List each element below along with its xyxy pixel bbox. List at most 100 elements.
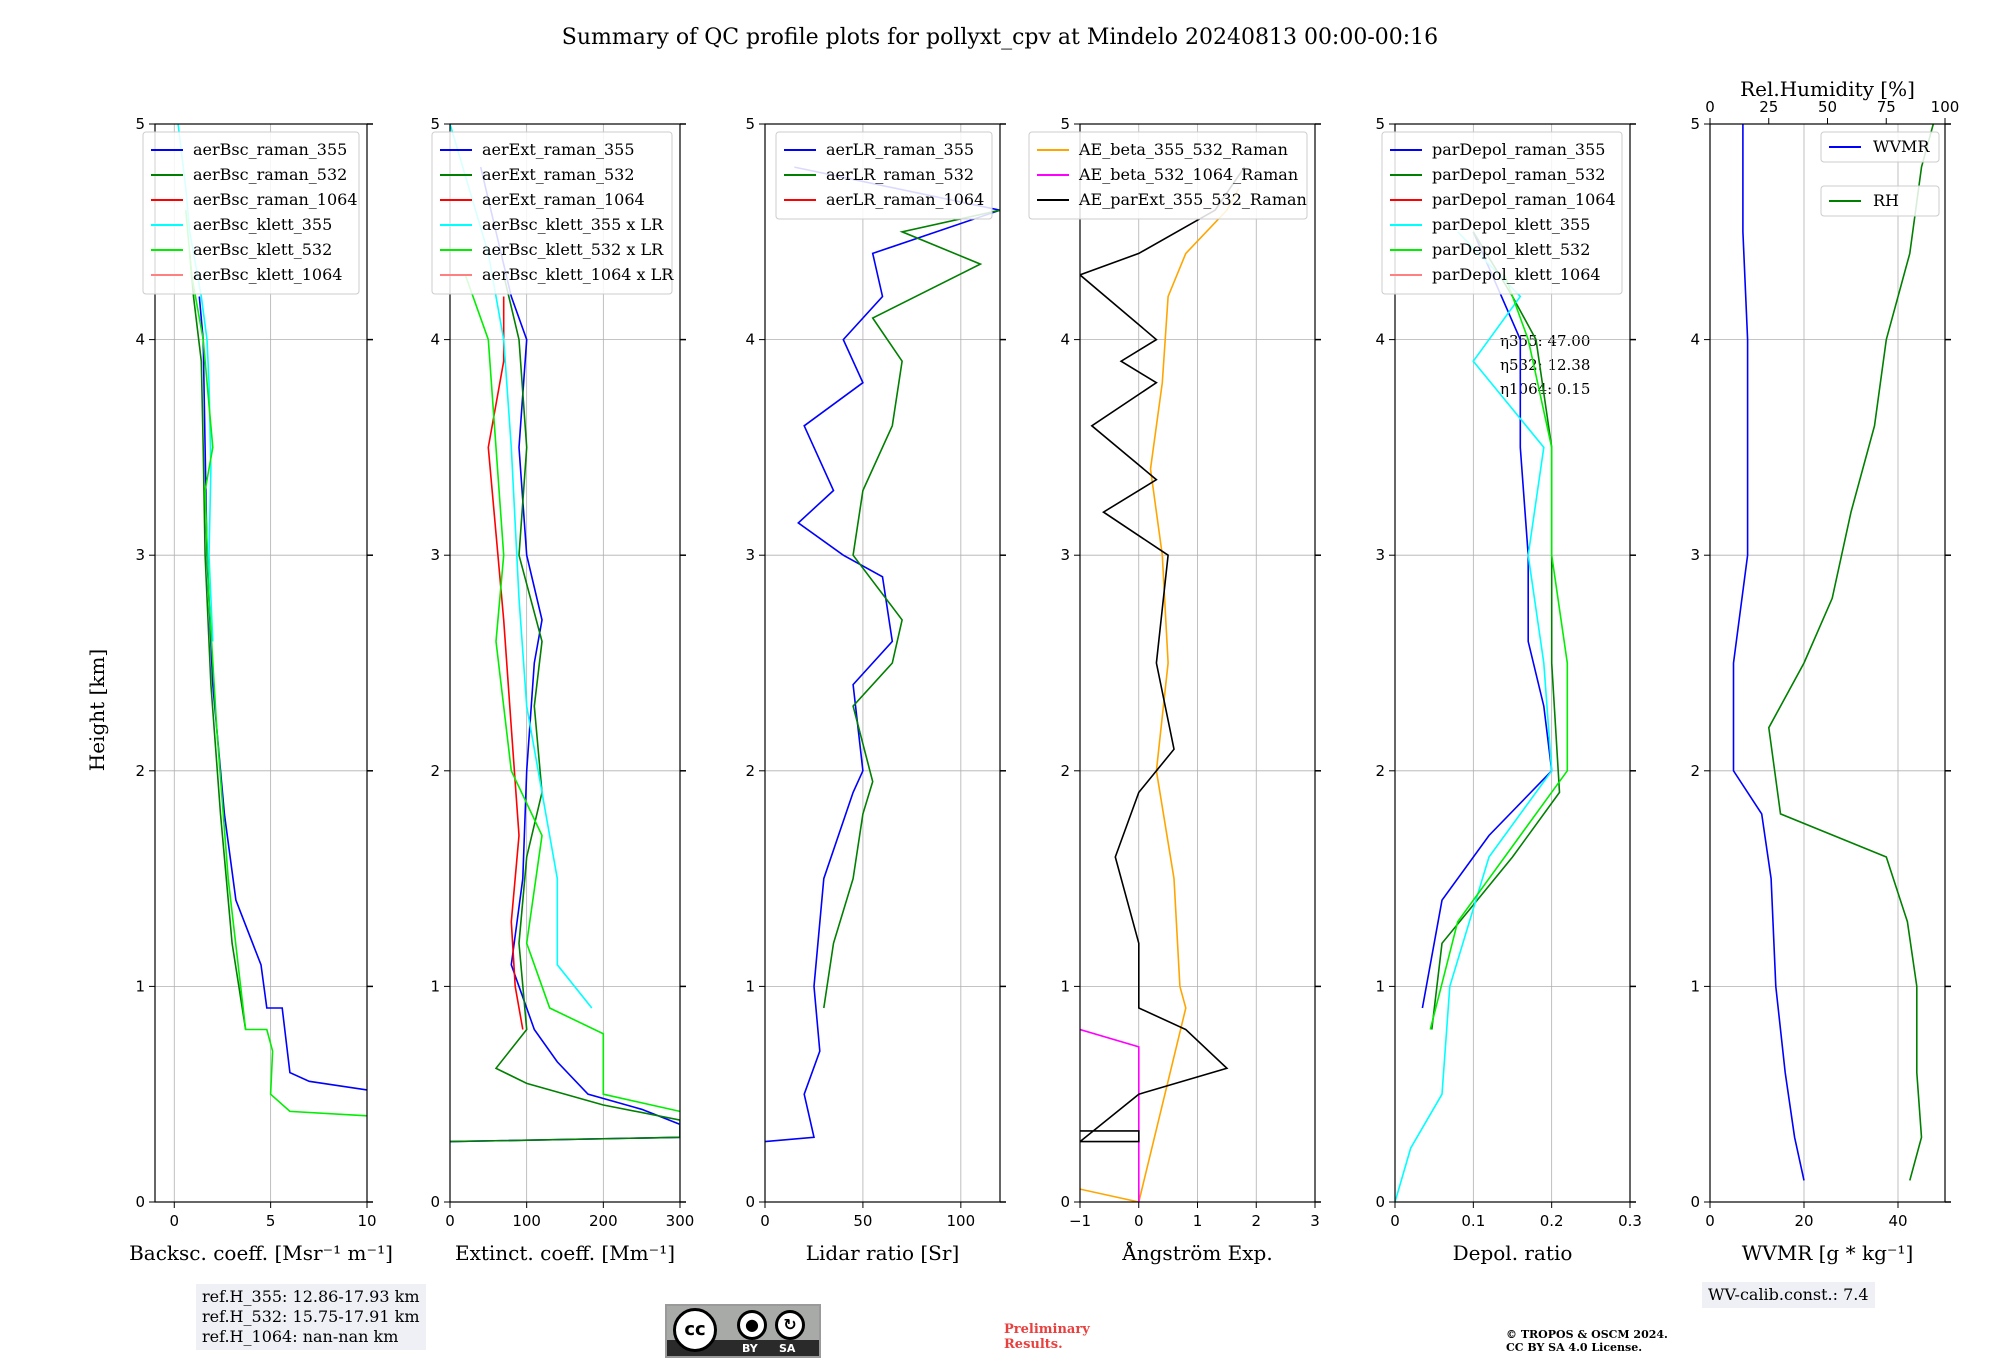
series-line-aerBsc_raman_532: [188, 253, 247, 1030]
y-tick-label: 1: [1690, 977, 1700, 995]
legend-label: WVMR: [1873, 137, 1930, 156]
y-tick-label: 2: [1375, 762, 1385, 780]
chart-panel-1: 0 5 10 0 1 2 3 4 5 Backsc. coeff. [Msr⁻¹ m⁻¹] aerB…: [129, 115, 393, 1265]
y-tick-label: 4: [430, 331, 440, 349]
legend-box: [142, 131, 360, 295]
cc-icon: cc: [673, 1308, 717, 1352]
series-line-aerLR_raman_532: [823, 209, 1000, 1009]
y-tick-label: 3: [745, 546, 755, 564]
y-tick-label: 2: [430, 762, 440, 780]
legend-box: [1381, 131, 1623, 295]
series-line-aerBsc_klett_532 x LR: [464, 274, 680, 1113]
axes-frame: [154, 123, 368, 1203]
x-tick-label: 0: [760, 1212, 770, 1230]
axes-frame: [764, 123, 1001, 1203]
legend-label: AE_beta_532_1064_Raman: [1078, 165, 1298, 184]
y-tick-label: 3: [1060, 546, 1070, 564]
series-group: [1395, 231, 1569, 1202]
legend-label: RH: [1873, 191, 1899, 210]
series-group: [450, 124, 680, 1143]
y-tick-label: 0: [1060, 1193, 1070, 1211]
x-tick-label: 0: [1705, 1212, 1715, 1230]
ref-height-532: ref.H_532: 15.75-17.91 km: [202, 1307, 420, 1326]
eta-532: η532: 12.38: [1500, 356, 1590, 374]
series-line-parDepol_klett_532: [1429, 274, 1569, 1030]
copyright-line-2: CC BY SA 4.0 License.: [1506, 1341, 1643, 1354]
x-tick-label: 0.1: [1461, 1212, 1485, 1230]
x-axis-label: Backsc. coeff. [Msr⁻¹ m⁻¹]: [129, 1241, 393, 1265]
legend-label: parDepol_raman_355: [1432, 140, 1605, 159]
series-line-parDepol_raman_355: [1421, 231, 1553, 1009]
legend-label: aerBsc_klett_355 x LR: [482, 215, 664, 234]
x-axis-label: Ångström Exp.: [1121, 1240, 1272, 1265]
y-tick-label: 2: [1060, 762, 1070, 780]
eta-355: η355: 47.00: [1500, 332, 1590, 350]
x2-tick-label: 0: [1705, 98, 1715, 116]
legend-label: parDepol_raman_1064: [1432, 190, 1616, 209]
legend-label: aerExt_raman_355: [482, 140, 635, 159]
y-tick-label: 0: [135, 1193, 145, 1211]
series-line-aerBsc_klett_355 x LR: [450, 124, 593, 1009]
by-icon: ●: [737, 1310, 767, 1340]
ref-height-1064: ref.H_1064: nan-nan km: [202, 1327, 399, 1346]
series-line-aerBsc_raman_355: [198, 296, 367, 1091]
y-tick-label: 4: [135, 331, 145, 349]
x-tick-label: 5: [266, 1212, 276, 1230]
x-tick-label: 3: [1310, 1212, 1320, 1230]
legend-label: aerBsc_klett_532: [193, 240, 332, 259]
cc-by-label: BY: [742, 1342, 758, 1355]
sa-icon: ↻: [775, 1310, 805, 1340]
cc-sa-label: SA: [779, 1342, 796, 1355]
y-tick-label: 1: [135, 977, 145, 995]
x-tick-label: 10: [357, 1212, 376, 1230]
legend-box: [1820, 131, 1940, 163]
x-axis-label: Lidar ratio [Sr]: [806, 1241, 960, 1265]
legend-label: parDepol_klett_532: [1432, 240, 1590, 259]
y-tick-label: 3: [135, 546, 145, 564]
legend-label: aerLR_raman_355: [826, 140, 974, 159]
x2-tick-label: 75: [1877, 98, 1896, 116]
y-tick-label: 5: [1375, 115, 1385, 133]
legend-box: [431, 131, 673, 295]
y-tick-label: 0: [1375, 1193, 1385, 1211]
chart-panel-5: 0 0.1 0.2 0.3 0 1 2 3 4 5 Depol. ratio parDepol_ram…: [1375, 115, 1641, 1265]
series-line-aerExt_raman_532: [450, 274, 680, 1143]
legend-label: parDepol_raman_532: [1432, 165, 1605, 184]
axes-frame: [1394, 123, 1631, 1203]
copyright-line-1: © TROPOS & OSCM 2024.: [1506, 1328, 1668, 1341]
legend-label: aerLR_raman_1064: [826, 190, 984, 209]
legend-label: aerBsc_raman_355: [193, 140, 347, 159]
legend-label: AE_parExt_355_532_Raman: [1078, 190, 1307, 209]
x2-axis-label: Rel.Humidity [%]: [1740, 77, 1915, 101]
legend-box: [1028, 131, 1308, 220]
y-tick-label: 4: [1690, 331, 1700, 349]
legend-label: aerLR_raman_532: [826, 165, 974, 184]
series-line-aerExt_raman_355: [450, 166, 680, 1143]
y-tick-label: 3: [1690, 546, 1700, 564]
x2-tick-label: 50: [1818, 98, 1837, 116]
series-line-aerExt_raman_1064: [487, 296, 524, 1030]
series-line-parDepol_raman_532: [1431, 231, 1561, 1030]
y-tick-label: 1: [745, 977, 755, 995]
series-line-RH: [1767, 124, 1935, 1181]
legend-box: [775, 131, 993, 220]
series-group: [1732, 124, 1935, 1181]
legend-label: aerExt_raman_1064: [482, 190, 645, 209]
legend-label: aerBsc_raman_532: [193, 165, 347, 184]
x-axis-label: Extinct. coeff. [Mm⁻¹]: [455, 1241, 675, 1265]
series-line-aerBsc_klett_532: [185, 210, 367, 1117]
x2-tick-label: 25: [1759, 98, 1778, 116]
cc-license-badge[interactable]: cc ● ↻ BY SA: [665, 1304, 821, 1358]
x-tick-label: 40: [1888, 1212, 1907, 1230]
series-line-WVMR: [1732, 124, 1805, 1181]
ref-height-box: ref.H_355: 12.86-17.93 km ref.H_532: 15.7…: [196, 1284, 426, 1350]
x-tick-label: 0.3: [1618, 1212, 1642, 1230]
preliminary-results-note: Preliminary Results.: [1004, 1322, 1090, 1352]
x-tick-label: 0: [1134, 1212, 1144, 1230]
y-tick-label: 4: [745, 331, 755, 349]
y-axis-label: Height [km]: [85, 649, 109, 771]
series-line-AE_beta_532_1064_Raman: [1080, 1028, 1140, 1202]
y-tick-label: 3: [1375, 546, 1385, 564]
